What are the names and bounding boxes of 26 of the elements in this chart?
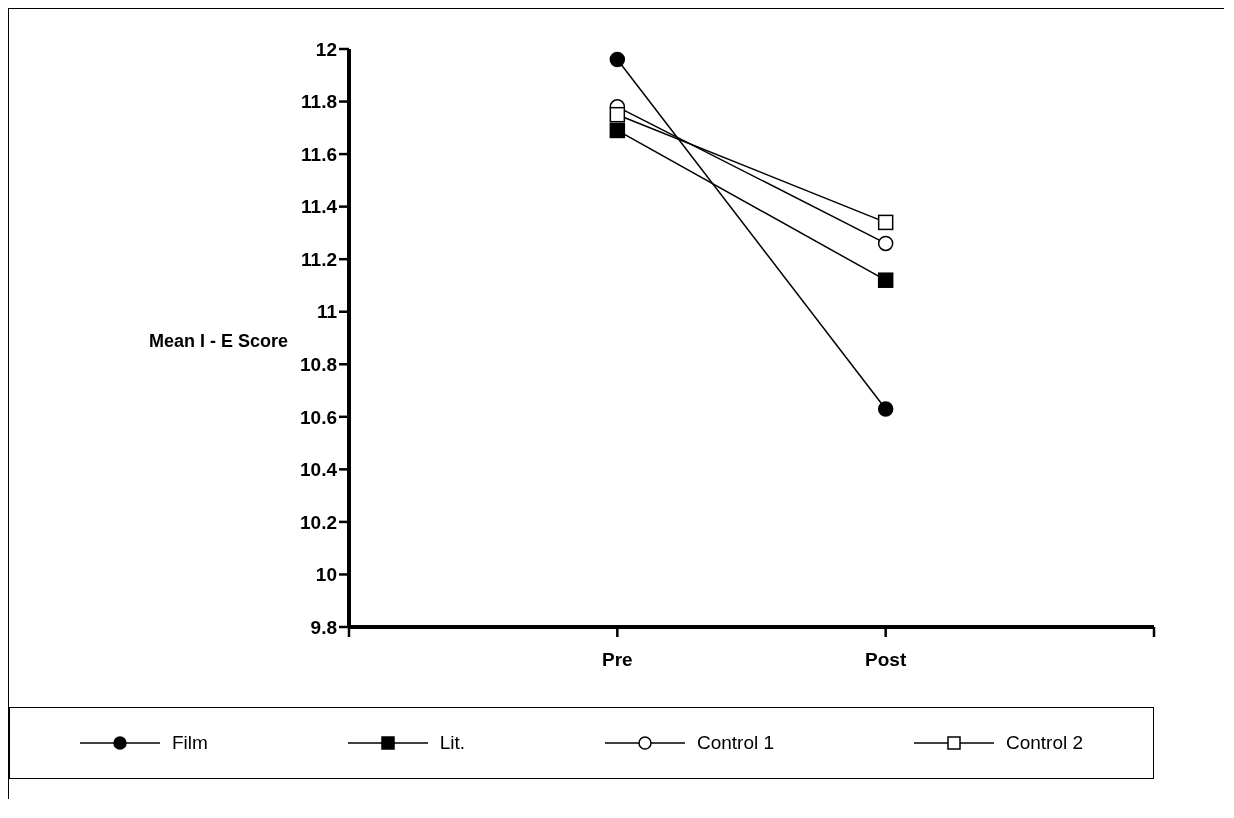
y-tick-label: 12 xyxy=(315,38,337,60)
y-tick-label: 11.6 xyxy=(301,143,337,165)
y-axis-title: Mean I - E Score xyxy=(149,331,289,352)
y-tick-label: 10.8 xyxy=(300,354,337,376)
point xyxy=(877,272,894,288)
y-tick-label: 9.8 xyxy=(310,616,337,638)
x-tick-label: Pre xyxy=(602,649,633,671)
y-tick-label: 10.6 xyxy=(300,406,337,428)
legend-label: Control 2 xyxy=(1005,732,1084,754)
point xyxy=(609,51,626,68)
point xyxy=(609,122,626,139)
y-tick-label: 11.2 xyxy=(301,248,337,270)
point xyxy=(877,214,894,231)
point xyxy=(877,401,894,417)
legend-label: Control 1 xyxy=(696,732,775,754)
point xyxy=(609,106,626,123)
legend-label: Lit. xyxy=(439,732,466,754)
y-tick-label: 11 xyxy=(316,301,338,323)
y-tick-label: 11.4 xyxy=(301,196,338,218)
y-tick-label: 10.2 xyxy=(300,511,337,533)
y-tick-label: 11.8 xyxy=(301,91,337,113)
y-tick-label: 10.4 xyxy=(300,459,338,481)
legend-label: Film xyxy=(171,732,208,754)
y-tick-label: 10 xyxy=(315,564,337,586)
x-tick-label: Post xyxy=(865,649,907,671)
point xyxy=(877,235,894,252)
